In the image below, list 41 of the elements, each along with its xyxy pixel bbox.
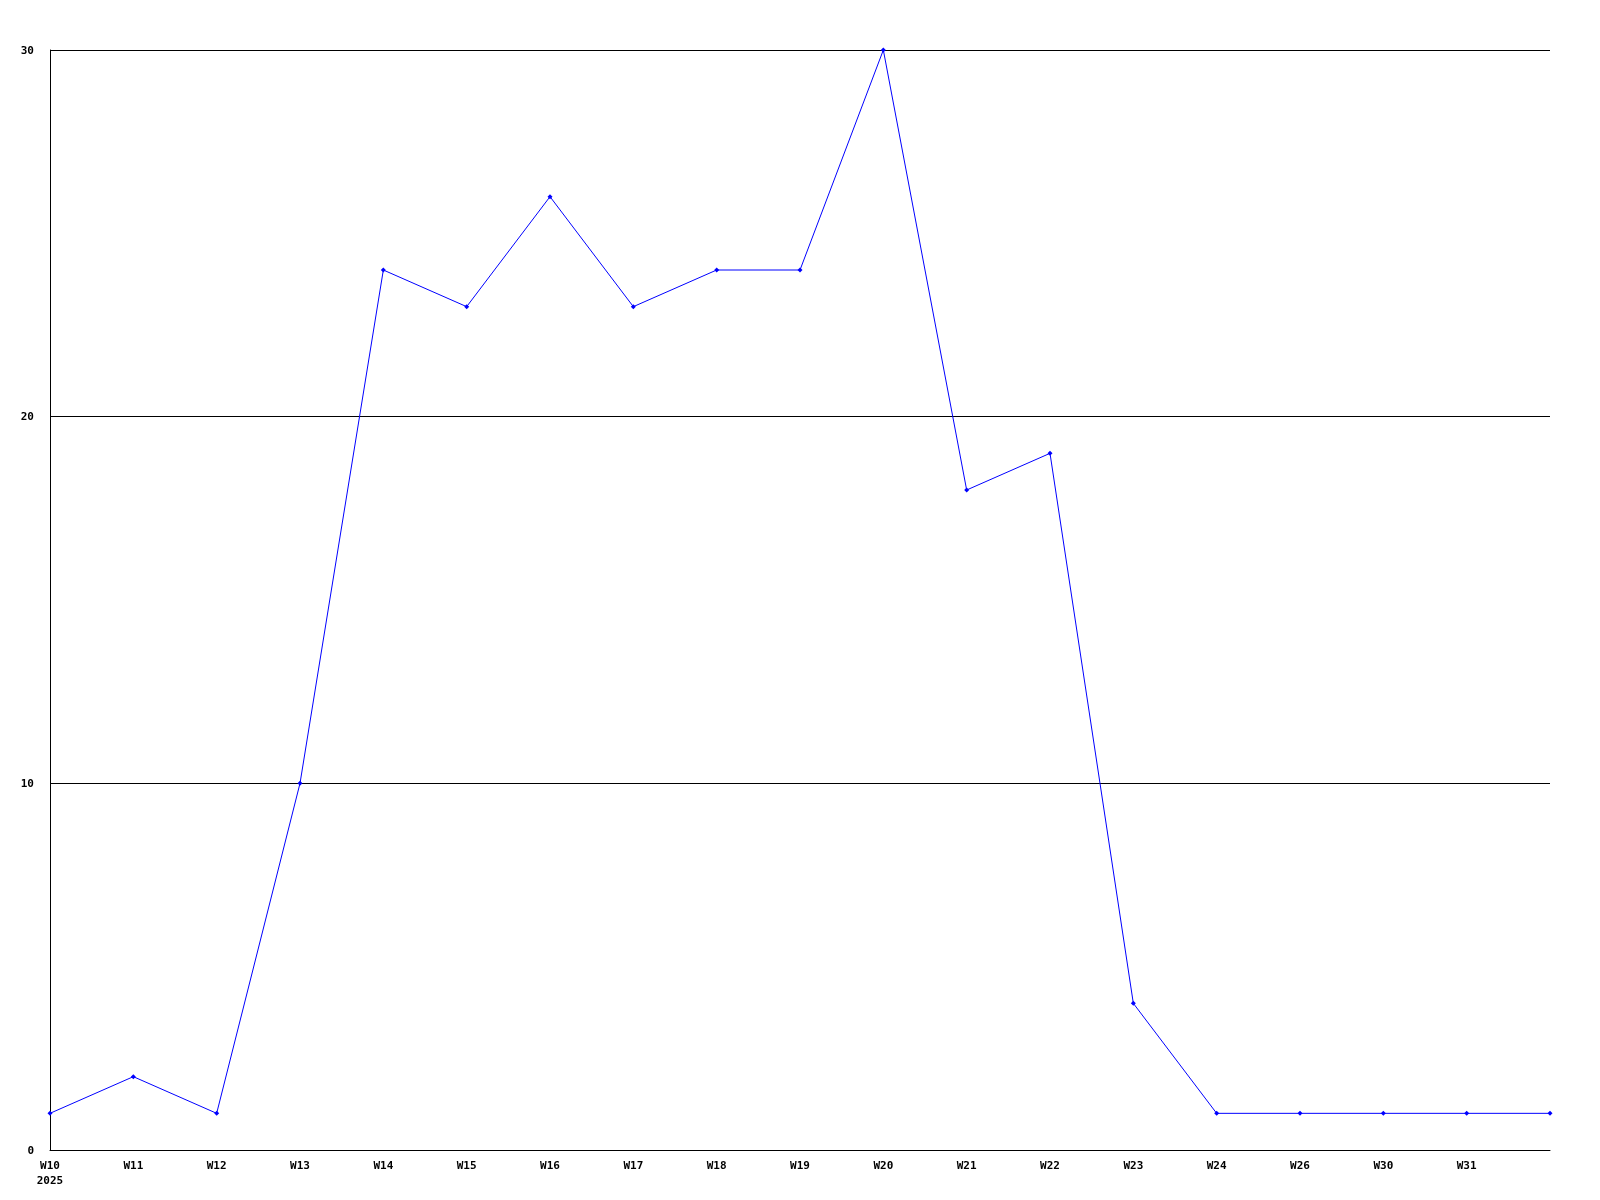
- x-tick-label: W20: [873, 1159, 894, 1172]
- y-tick-label: 0: [27, 1143, 34, 1157]
- point: [630, 304, 636, 310]
- y-tick-label: 20: [20, 410, 34, 424]
- x-tick-label: W22: [1040, 1159, 1060, 1172]
- x-tick-label: W19: [790, 1159, 810, 1172]
- x-tick-label: W17: [623, 1159, 644, 1172]
- point: [964, 487, 970, 493]
- point: [214, 1110, 220, 1116]
- x-tick-label: W13: [290, 1159, 310, 1172]
- x-tick-label: W24: [1206, 1159, 1227, 1172]
- x-tick-label: W31: [1456, 1159, 1477, 1172]
- x-tick-label: W26: [1290, 1159, 1311, 1172]
- x-tick-label: W16: [540, 1159, 561, 1172]
- x-tick-label: W12: [206, 1159, 227, 1172]
- x-tick-label: W21: [956, 1159, 977, 1172]
- point: [880, 47, 886, 53]
- point: [547, 194, 553, 200]
- point: [297, 780, 303, 786]
- x-tick-label: W15: [456, 1159, 477, 1172]
- point: [1547, 1110, 1553, 1116]
- point: [1214, 1110, 1220, 1116]
- x-tick-label: W18: [706, 1159, 727, 1172]
- y-tick-label: 30: [20, 43, 34, 57]
- point: [1464, 1110, 1470, 1116]
- point: [1380, 1110, 1386, 1116]
- point: [464, 304, 470, 310]
- point: [130, 1074, 136, 1080]
- point: [47, 1110, 53, 1116]
- point: [797, 267, 803, 273]
- point: [1047, 450, 1053, 456]
- x-tick-label: W14: [373, 1159, 394, 1172]
- x-tick-label: W11: [123, 1159, 144, 1172]
- x-tick-label: W30: [1373, 1159, 1394, 1172]
- point: [380, 267, 386, 273]
- x-tick-label: W10 2025: [36, 1159, 64, 1187]
- x-tick-label: W23: [1123, 1159, 1144, 1172]
- point: [1130, 1000, 1136, 1006]
- y-tick-label: 10: [20, 776, 34, 790]
- point: [1297, 1110, 1303, 1116]
- point: [714, 267, 720, 273]
